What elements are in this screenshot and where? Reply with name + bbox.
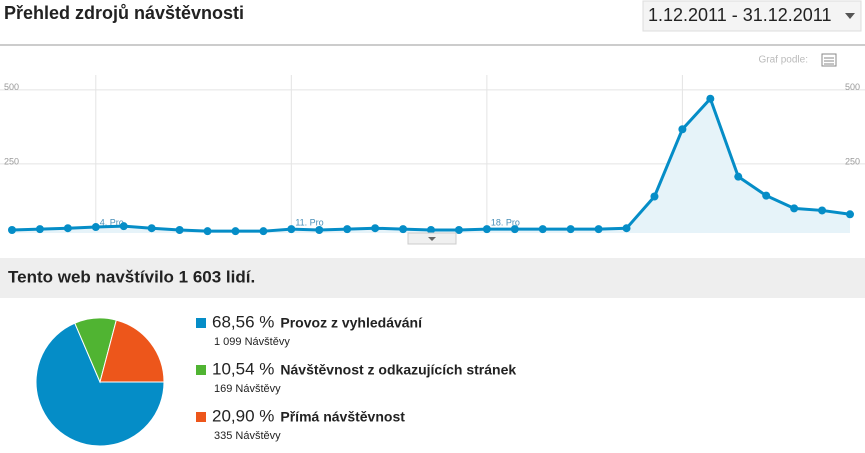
data-point (846, 210, 854, 219)
summary-text: Tento web navštívilo 1 603 lidí. (8, 267, 255, 286)
pie-slice (99, 319, 165, 383)
data-point (35, 225, 44, 234)
summary-bar (0, 258, 865, 298)
data-point (622, 224, 631, 233)
date-range[interactable]: 1.12.2011 - 31.12.2011 (648, 5, 832, 25)
data-point (594, 225, 603, 234)
legend-name: Provoz z vyhledávání (280, 315, 423, 331)
chart-expand-tab[interactable] (407, 232, 457, 245)
data-point (175, 225, 184, 234)
data-point (91, 223, 100, 232)
data-point (399, 225, 408, 234)
y-tick-label-right: 250 (845, 156, 860, 166)
data-point (119, 222, 128, 231)
data-point (63, 224, 72, 233)
pie-slice (35, 322, 165, 447)
pie-chart: 68,56 % Provoz z vyhledávání 1 099 Návštěv… (35, 312, 516, 447)
legend-detail: 1 099 Návštěvy (214, 336, 290, 348)
date-dropdown-arrow[interactable] (845, 13, 855, 19)
legend-detail: 169 Návštěvy (214, 383, 281, 395)
legend-swatch (196, 412, 206, 422)
x-tick-label: 18. Pro (491, 217, 520, 227)
data-point (259, 227, 268, 236)
legend-percent: 10,54 % (212, 359, 274, 378)
data-point (454, 225, 463, 234)
data-point (566, 225, 575, 234)
page-title: Přehled zdrojů návštěvnosti (4, 3, 244, 23)
legend-swatch (196, 365, 206, 375)
x-tick-label: 4. Pro (100, 217, 124, 227)
data-point (203, 227, 212, 236)
data-point (8, 225, 16, 234)
legend-percent: 20,90 % (212, 406, 274, 425)
data-point (510, 225, 519, 234)
y-tick-label: 250 (4, 156, 19, 166)
legend-detail: 335 Návštěvy (214, 430, 281, 442)
area-fill (12, 98, 850, 233)
data-point (315, 225, 324, 234)
data-point (371, 224, 380, 233)
legend-name: Přímá návštěvnost (280, 409, 405, 425)
y-tick-label-right: 500 (845, 82, 860, 92)
data-point (818, 206, 827, 215)
data-point (231, 227, 240, 236)
data-point (762, 191, 771, 200)
date-picker[interactable] (642, 0, 862, 32)
graph-by-icon[interactable] (821, 53, 837, 67)
x-tick-label: 11. Pro (295, 217, 323, 227)
legend-swatch (196, 318, 206, 328)
data-point (650, 192, 659, 201)
legend-percent: 68,56 % (212, 312, 274, 331)
legend-name: Návštěvnost z odkazujících stránek (280, 362, 516, 378)
data-point (678, 125, 687, 134)
data-point (287, 225, 296, 234)
data-point (734, 172, 743, 181)
y-tick-label: 500 (4, 82, 19, 92)
data-point (343, 225, 352, 234)
data-point (706, 94, 715, 103)
data-point (790, 204, 799, 213)
data-point (427, 225, 435, 234)
graph-by-label: Graf podle: (759, 55, 808, 66)
data-point (147, 224, 156, 233)
data-point (538, 225, 547, 234)
data-point (482, 225, 491, 234)
